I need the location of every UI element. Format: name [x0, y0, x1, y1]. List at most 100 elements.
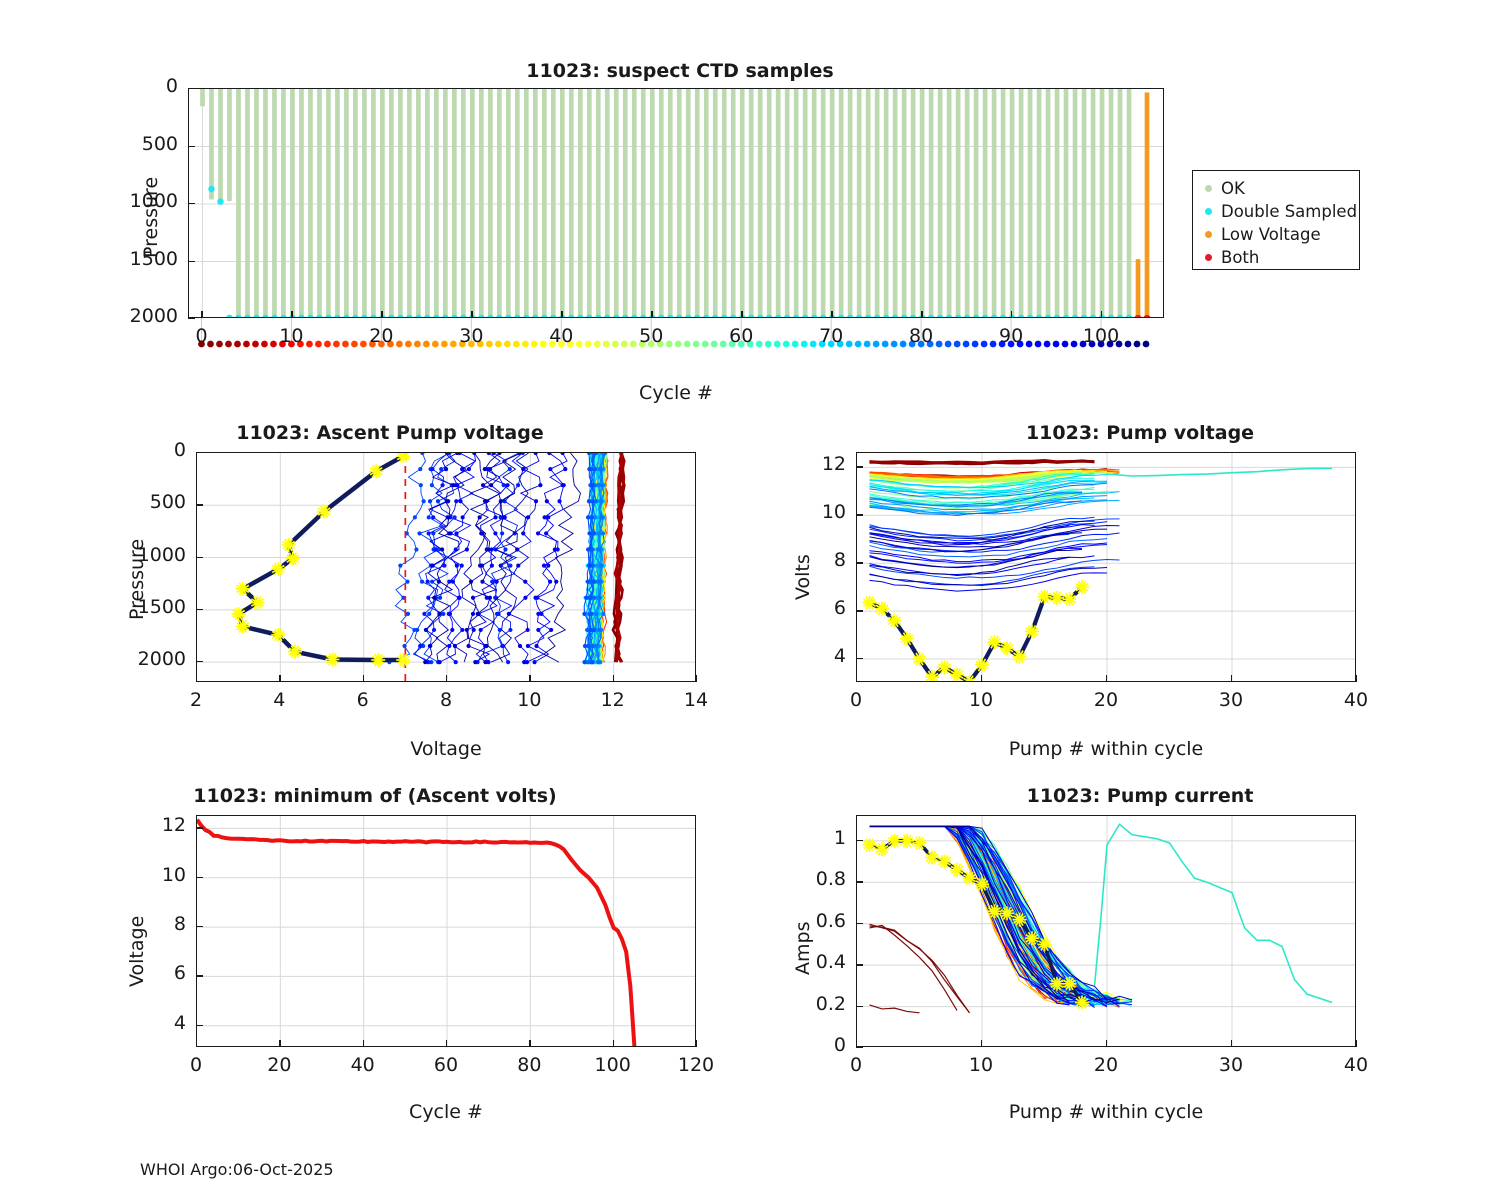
footer-credit: WHOI Argo:06-Oct-2025: [140, 1160, 334, 1179]
x-tick-label: 30: [1218, 689, 1244, 711]
legend-item-label: Both: [1221, 248, 1260, 267]
y-tick-mark: [856, 964, 863, 966]
x-tick-mark: [831, 311, 833, 318]
legend-swatch-icon: [1205, 208, 1212, 215]
x-tick-mark: [1356, 1040, 1358, 1047]
plot-area-pump-voltage: [856, 452, 1356, 682]
x-tick-label: 10: [968, 689, 994, 711]
y-tick-label: 0.2: [815, 992, 846, 1015]
x-tick-label: 14: [683, 689, 709, 711]
axis-label-cycle-1: Cycle #: [639, 382, 713, 404]
x-tick-mark: [446, 675, 448, 682]
legend-swatch-icon: [1205, 254, 1212, 261]
x-tick-label: 100: [594, 1054, 631, 1076]
x-tick-mark: [921, 311, 923, 318]
x-tick-mark: [529, 675, 531, 682]
panel-title-ascent-pump-voltage: 11023: Ascent Pump voltage: [236, 422, 544, 444]
y-tick-label: 500: [149, 491, 186, 514]
y-tick-label: 0: [833, 1034, 846, 1056]
x-tick-label: 20: [369, 325, 394, 347]
panel-minimum-ascent-volts: 11023: minimum of (Ascent volts) Voltage…: [0, 775, 750, 1145]
y-tick-label: 10: [161, 863, 186, 886]
x-tick-mark: [381, 311, 383, 318]
x-tick-label: 4: [273, 689, 286, 711]
y-tick-label: 1000: [137, 543, 186, 566]
y-tick-label: 1: [833, 826, 846, 849]
x-tick-label: 80: [909, 325, 934, 347]
x-tick-label: 100: [1082, 325, 1120, 347]
y-tick-label: 0.8: [815, 868, 846, 891]
x-tick-label: 10: [279, 325, 304, 347]
y-tick-label: 10: [821, 501, 846, 524]
legend-item[interactable]: Low Voltage: [1205, 225, 1321, 244]
y-tick-mark: [856, 658, 863, 660]
y-tick-mark: [196, 452, 203, 454]
legend-swatch-icon: [1205, 185, 1212, 192]
legend: OK Double Sampled Low Voltage Both: [1192, 170, 1360, 270]
y-tick-label: 1000: [129, 190, 178, 212]
x-tick-mark: [612, 675, 615, 682]
legend-item[interactable]: Double Sampled: [1205, 202, 1357, 221]
x-tick-label: 10: [968, 1054, 994, 1076]
x-tick-mark: [1011, 311, 1013, 318]
y-tick-label: 8: [833, 549, 846, 572]
x-tick-label: 90: [998, 325, 1024, 347]
x-tick-label: 50: [639, 325, 664, 347]
x-tick-mark: [279, 675, 281, 682]
x-tick-label: 0: [195, 325, 208, 347]
cycle-colormap-strip: [198, 318, 1150, 348]
y-tick-mark: [856, 466, 863, 468]
y-tick-mark: [856, 1047, 863, 1049]
x-tick-mark: [279, 1040, 281, 1047]
y-tick-mark: [196, 1024, 203, 1027]
y-tick-mark: [856, 839, 863, 842]
legend-item[interactable]: OK: [1205, 179, 1245, 198]
y-tick-label: 1500: [137, 595, 186, 618]
x-tick-mark: [696, 675, 698, 682]
legend-item-label: OK: [1221, 179, 1245, 198]
y-tick-label: 12: [161, 814, 186, 837]
y-tick-mark: [196, 661, 203, 663]
panel-pump-current: 11023: Pump current Amps Pump # within c…: [750, 775, 1500, 1145]
x-tick-mark: [696, 1040, 698, 1047]
y-tick-label: 4: [833, 645, 846, 668]
x-tick-mark: [1231, 675, 1233, 682]
x-tick-label: 40: [549, 325, 574, 347]
y-tick-label: 12: [821, 453, 846, 476]
x-tick-mark: [981, 1040, 983, 1047]
axis-label-pump-num-3: Pump # within cycle: [1008, 738, 1204, 760]
x-tick-mark: [561, 311, 563, 318]
y-tick-mark: [856, 610, 863, 612]
x-tick-mark: [856, 675, 858, 682]
y-tick-mark: [188, 145, 195, 147]
y-tick-mark: [856, 514, 863, 516]
y-tick-mark: [188, 203, 195, 205]
y-tick-mark: [856, 881, 863, 883]
x-tick-mark: [1356, 675, 1358, 682]
y-tick-label: 0.6: [815, 909, 846, 932]
axis-label-pump-num-5: Pump # within cycle: [1008, 1101, 1204, 1123]
x-tick-label: 8: [439, 689, 453, 711]
x-tick-label: 80: [517, 1054, 542, 1076]
y-tick-mark: [196, 608, 203, 611]
y-tick-label: 2000: [137, 648, 186, 671]
x-tick-label: 20: [1093, 1054, 1119, 1076]
y-tick-label: 2000: [129, 305, 178, 327]
x-tick-label: 12: [600, 689, 625, 711]
x-tick-label: 30: [459, 325, 484, 347]
x-tick-label: 60: [729, 325, 754, 347]
legend-item[interactable]: Both: [1205, 248, 1259, 267]
y-tick-mark: [856, 1005, 863, 1007]
y-tick-label: 0.4: [815, 951, 846, 974]
y-tick-label: 6: [173, 962, 186, 985]
x-tick-mark: [196, 675, 198, 682]
legend-item-label: Low Voltage: [1221, 225, 1321, 244]
x-tick-mark: [362, 675, 365, 682]
y-tick-label: 0: [165, 75, 178, 97]
x-tick-mark: [362, 1040, 365, 1047]
panel-title-pump-voltage: 11023: Pump voltage: [1025, 422, 1255, 444]
panel-suspect-ctd-samples: 11023: suspect CTD samples Pressure Cycl…: [0, 0, 1500, 404]
x-tick-mark: [446, 1040, 448, 1047]
panel-ascent-pump-voltage: 11023: Ascent Pump voltage Pressure Volt…: [0, 400, 750, 775]
